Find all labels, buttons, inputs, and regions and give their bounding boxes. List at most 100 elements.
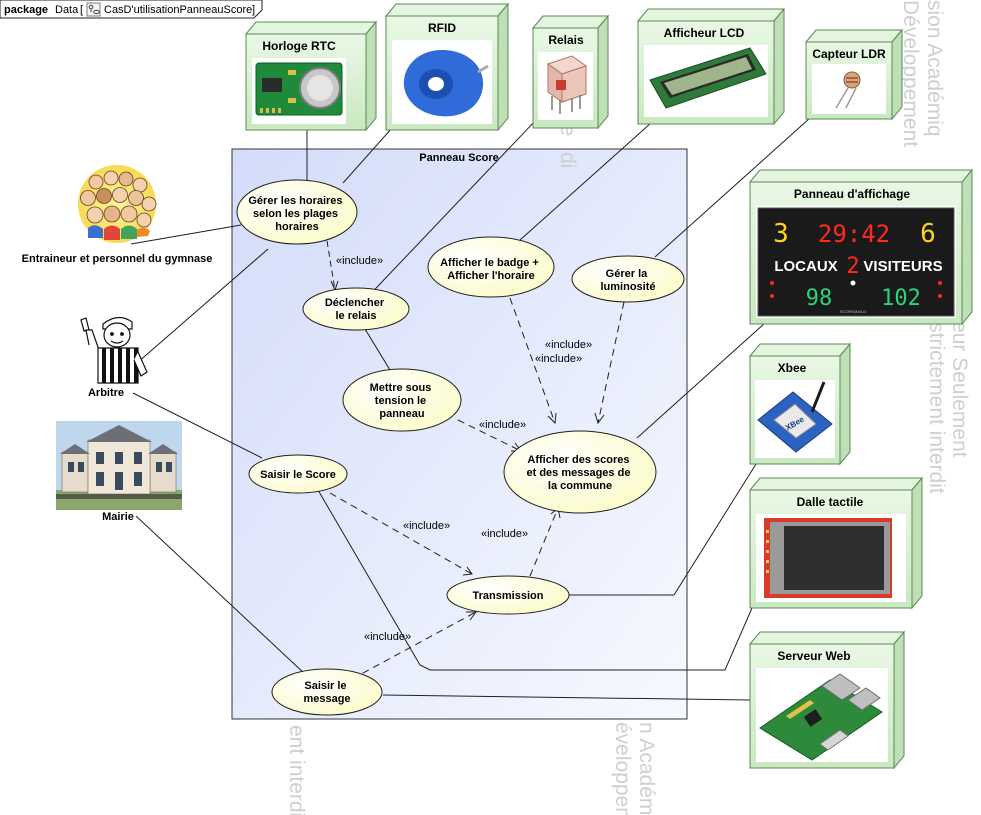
watermark-text: éveloppem <box>611 722 634 815</box>
node-panneau-affichage[interactable]: Panneau d'affichage 3 29:42 6 LOCAUX 2 V… <box>748 168 974 326</box>
include-labels: «include» «include» «include» «include» … <box>336 255 592 643</box>
use-case-label: Déclencher <box>325 297 385 309</box>
watermark-text: n Académ <box>635 722 658 815</box>
node-serveur-web[interactable]: Serveur Web <box>748 630 906 770</box>
use-case-label: Afficher des scores <box>527 454 629 466</box>
use-case-gerer-horaires[interactable]: Gérer les horaires selon les plages hora… <box>236 179 358 245</box>
use-case-label: panneau <box>379 408 424 420</box>
node-dalle-tactile[interactable]: Dalle tactile <box>748 476 924 610</box>
association-arbitre-score <box>132 392 263 459</box>
include-arrow-horaires-declencher <box>326 240 336 291</box>
package-bracket-open: [ <box>80 4 83 16</box>
node-afficheur-lcd[interactable]: Afficheur LCD <box>636 7 786 126</box>
use-case-mettre-tension[interactable]: Mettre sous tension le panneau <box>342 368 462 432</box>
use-case-saisir-score[interactable]: Saisir le Score <box>248 454 348 494</box>
actor-mairie[interactable]: Mairie <box>56 421 182 523</box>
use-case-label: Afficher l'horaire <box>447 270 535 282</box>
watermark-text: sseur Seulement <box>948 300 971 458</box>
relay-icon <box>538 52 593 120</box>
node-xbee[interactable]: Xbee XBee <box>748 342 852 466</box>
use-case-label: Gérer la <box>606 268 648 280</box>
use-case-label: et des messages de <box>526 467 630 479</box>
node-rfid[interactable]: RFID <box>384 2 510 132</box>
use-case-declencher-relais[interactable]: Déclencher le relais <box>302 287 410 331</box>
package-header: package Data [ CasD'utilisationPanneauSc… <box>0 0 263 19</box>
actor-label: Mairie <box>102 511 134 523</box>
scoreboard-brand: SCOREMAILD <box>840 309 867 314</box>
use-case-label: tension le <box>375 395 426 407</box>
touchscreen-icon <box>756 514 906 602</box>
use-case-saisir-message[interactable]: Saisir le message <box>271 668 383 716</box>
include-label: «include» <box>364 631 411 643</box>
association-arbitre-horaires <box>136 248 269 364</box>
association-rfid <box>342 127 393 184</box>
use-case-label: Mettre sous <box>370 382 432 394</box>
use-case-label: la commune <box>548 480 612 492</box>
node-horloge-rtc[interactable]: Horloge RTC <box>244 20 378 132</box>
watermark-text: di <box>556 152 579 168</box>
association-lcd <box>519 122 652 241</box>
town-hall-icon <box>56 421 182 510</box>
package-bracket-close: ] <box>252 4 255 16</box>
include-arrow-transmission-scores <box>529 507 559 577</box>
scoreboard-home-score: 98 <box>806 286 833 311</box>
include-label: «include» <box>479 419 526 431</box>
node-title: RFID <box>428 21 456 35</box>
node-title: Panneau d'affichage <box>794 187 911 201</box>
use-case-gerer-luminosite[interactable]: Gérer la luminosité <box>571 255 685 303</box>
scoreboard-guest: VISITEURS <box>863 258 942 275</box>
use-case-label: Transmission <box>473 590 544 602</box>
svg-text:Mettre sous tension le: Mettre sous tension le panneau <box>370 382 435 420</box>
scoreboard-home: LOCAUX <box>774 258 837 275</box>
scoreboard-guest-score: 102 <box>881 286 921 311</box>
association-panneau <box>636 322 766 439</box>
node-relais[interactable]: Relais <box>531 14 610 130</box>
watermark-text: sion Académiq <box>923 0 946 137</box>
include-label: «include» <box>481 528 528 540</box>
include-arrow-score-transmission <box>329 492 473 575</box>
actor-arbitre[interactable]: Arbitre <box>80 316 148 399</box>
include-dependencies <box>326 240 625 680</box>
include-arrow-badge-scores <box>509 297 556 424</box>
association-entraineur <box>130 224 242 245</box>
lcd-module-icon <box>644 45 768 117</box>
use-case-diagram-icon <box>86 2 101 17</box>
association-mairie <box>135 515 307 676</box>
ldr-sensor-icon <box>812 64 886 114</box>
node-title: Capteur LDR <box>812 47 886 61</box>
rfid-tag-icon <box>392 40 492 124</box>
use-case-label: luminosité <box>600 281 655 293</box>
use-case-label: selon les plages <box>253 208 338 220</box>
scoreboard-left-digit: 3 <box>773 219 789 249</box>
actor-label: Arbitre <box>88 387 124 399</box>
watermark-layer: sion Académiq Développement sseur Seulem… <box>285 0 971 815</box>
node-title: Dalle tactile <box>797 495 864 509</box>
use-case-label: Gérer les horaires <box>248 195 342 207</box>
association-dalle <box>317 489 753 671</box>
actor-entraineur[interactable]: Entraineur et personnel du gymnase <box>22 165 213 265</box>
use-case-afficher-badge[interactable]: Afficher le badge + Afficher l'horaire <box>427 236 555 298</box>
svg-text:Afficher le badge + Affi: Afficher le badge + Afficher l'horaire <box>440 257 542 282</box>
svg-text:Déclencher le relais: Déclencher le relais <box>325 297 387 322</box>
scoreboard-icon: 3 29:42 6 LOCAUX 2 VISITEURS 98 102 SCOR… <box>756 206 956 318</box>
rtc-board-icon <box>252 58 346 124</box>
use-case-label: message <box>303 693 350 705</box>
use-case-transmission[interactable]: Transmission <box>446 575 570 615</box>
svg-text:Saisir le message: Saisir le message <box>303 680 350 705</box>
use-case-label: Afficher le badge + <box>440 257 539 269</box>
scoreboard-period: 2 <box>846 254 859 279</box>
raspberry-pi-board-icon <box>756 668 888 762</box>
use-case-label: horaires <box>275 221 318 233</box>
node-title: Relais <box>548 33 584 47</box>
xbee-module-icon: XBee <box>755 380 835 458</box>
scoreboard-clock: 29:42 <box>818 220 890 248</box>
include-label: «include» <box>545 339 592 351</box>
watermark-text: ent interdit <box>285 725 308 815</box>
referee-icon <box>80 316 148 384</box>
scoreboard-right-digit: 6 <box>920 219 936 249</box>
package-keyword: package <box>4 4 48 16</box>
association-ldr <box>654 117 811 258</box>
node-capteur-ldr[interactable]: Capteur LDR <box>804 28 904 121</box>
include-label: «include» <box>535 353 582 365</box>
use-case-afficher-scores[interactable]: Afficher des scores et des messages de l… <box>503 430 657 514</box>
